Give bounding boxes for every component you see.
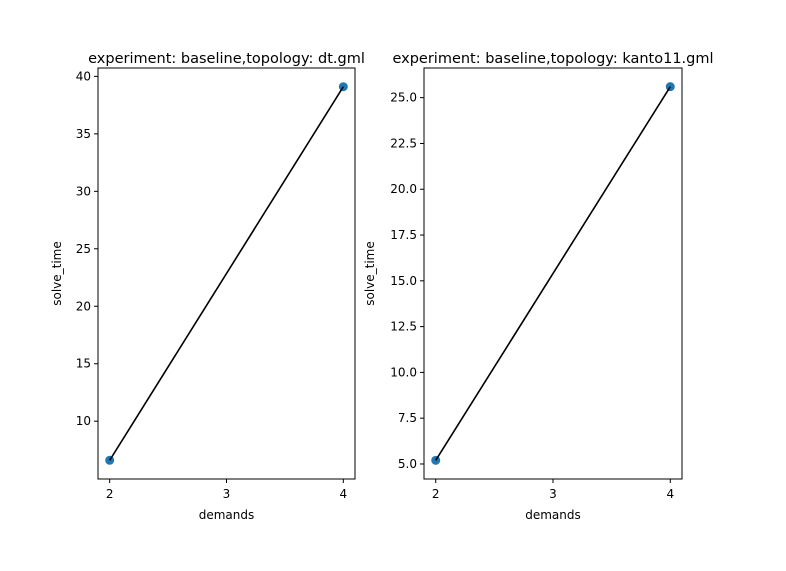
y-tick-label: 15 [76,357,91,371]
y-tick-label: 15.0 [390,274,417,288]
y-tick-label: 20 [76,299,91,313]
chart-title: experiment: baseline,topology: dt.gml [88,51,365,67]
y-tick-label: 40 [76,69,91,83]
y-tick-label: 35 [76,127,91,141]
y-tick-label: 10 [76,414,91,428]
x-tick-label: 2 [106,487,114,501]
chart-kanto11-gml: experiment: baseline,topology: kanto11.g… [363,51,714,522]
y-tick-label: 22.5 [390,136,417,150]
y-tick-label: 20.0 [390,182,417,196]
fit-line [435,86,671,461]
y-tick-label: 25 [76,242,91,256]
x-tick-label: 4 [666,487,674,501]
y-axis-label: solve_time [363,241,377,306]
x-axis-label: demands [525,508,581,522]
y-tick-label: 7.5 [398,411,417,425]
x-tick-label: 4 [339,487,347,501]
chart-title: experiment: baseline,topology: kanto11.g… [392,51,713,67]
y-tick-label: 12.5 [390,320,417,334]
fit-line [109,86,344,461]
chart-dt-gml: experiment: baseline,topology: dt.gml de… [50,51,365,522]
y-tick-label: 30 [76,184,91,198]
y-axis-label: solve_time [50,241,64,306]
x-tick-label: 2 [432,487,440,501]
y-tick-label: 25.0 [390,91,417,105]
y-tick-label: 10.0 [390,365,417,379]
x-tick-label: 3 [549,487,557,501]
x-tick-label: 3 [223,487,231,501]
y-tick-label: 17.5 [390,228,417,242]
y-tick-label: 5.0 [398,457,417,471]
x-axis-label: demands [199,508,255,522]
